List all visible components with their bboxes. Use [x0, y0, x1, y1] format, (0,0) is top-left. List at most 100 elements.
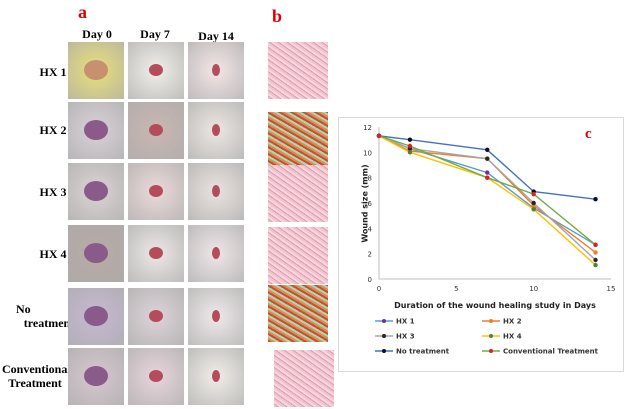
data-point	[485, 170, 490, 175]
wound-area	[149, 247, 163, 259]
x-tick-label: 5	[454, 285, 458, 293]
legend-swatch-marker	[382, 349, 386, 353]
wound-area	[212, 124, 220, 136]
wound-area	[149, 310, 163, 322]
y-tick-label: 4	[368, 225, 373, 233]
column-header-day0: Day 0	[82, 27, 112, 41]
wound-photo	[128, 348, 184, 405]
wound-photo	[128, 102, 184, 159]
wound-photo	[128, 225, 184, 282]
data-point	[593, 262, 598, 268]
wound-photo	[68, 163, 124, 220]
wound-area	[149, 370, 163, 382]
wound-photo	[188, 102, 244, 159]
panel-label-c: c	[585, 126, 592, 142]
wound-photo	[68, 225, 124, 282]
histology-image	[268, 227, 328, 284]
y-tick-label: 2	[368, 251, 372, 259]
data-point	[485, 175, 490, 180]
column-header-day7: Day 7	[140, 27, 170, 41]
row-label-line: HX 4	[39, 247, 67, 261]
legend-label: HX 1	[396, 318, 415, 326]
data-point	[593, 250, 598, 255]
row-label-line: Treatment	[8, 376, 62, 390]
y-tick-label: 10	[363, 149, 372, 157]
row-label: HX 1	[20, 65, 86, 79]
panel-label-b: b	[272, 6, 283, 26]
wound-photo	[188, 225, 244, 282]
row-label: Conventional Treatment	[2, 362, 71, 390]
series-line	[378, 135, 597, 261]
x-axis-label: Duration of the wound healing study in D…	[394, 301, 596, 310]
wound-area	[84, 366, 108, 386]
legend-swatch-marker	[489, 349, 493, 353]
legend-label: No treatment	[396, 348, 450, 356]
y-tick-label: 12	[363, 124, 372, 132]
row-label-line: Conventional	[2, 362, 71, 376]
wound-area	[212, 247, 220, 259]
wound-photo	[68, 42, 124, 99]
y-tick-label: 0	[368, 276, 372, 284]
wound-area	[212, 370, 220, 382]
data-point	[407, 137, 413, 142]
row-label-line: HX 3	[39, 185, 67, 199]
wound-photo	[188, 163, 244, 220]
data-point	[485, 156, 490, 161]
wound-area	[149, 64, 163, 76]
wound-photo	[68, 288, 124, 345]
data-point	[593, 197, 598, 202]
series-line	[378, 135, 597, 266]
data-point	[407, 143, 413, 149]
wound-photo	[68, 348, 124, 405]
data-point	[593, 257, 598, 263]
legend-label: HX 4	[503, 333, 522, 341]
wound-area	[84, 60, 108, 80]
wound-area	[84, 181, 108, 201]
data-point	[593, 242, 598, 247]
row-label-line: treatment	[23, 316, 75, 330]
row-label-line: No	[16, 302, 31, 316]
wound-area	[149, 124, 163, 136]
wound-area	[212, 310, 220, 322]
legend-label: HX 2	[503, 318, 522, 326]
legend-swatch-marker	[382, 319, 386, 323]
panel-label-a: a	[78, 2, 87, 22]
data-point	[376, 133, 382, 139]
data-point	[531, 200, 536, 206]
wound-area	[84, 306, 108, 326]
legend-label: HX 3	[396, 333, 415, 341]
row-label: HX 3	[20, 185, 86, 199]
wound-area	[84, 120, 108, 140]
histology-image	[268, 112, 328, 169]
chart-panel	[338, 117, 624, 372]
x-tick-label: 0	[377, 285, 381, 293]
wound-area	[149, 185, 163, 197]
legend-label: Conventional Treatment	[503, 348, 599, 356]
y-tick-label: 6	[368, 200, 373, 208]
y-tick-label: 8	[368, 175, 372, 183]
row-label-line: HX 1	[39, 65, 67, 79]
histology-image	[274, 350, 334, 407]
row-label: HX 4	[20, 247, 86, 261]
wound-area	[212, 64, 220, 76]
legend-swatch-marker	[489, 334, 493, 338]
histology-image	[268, 165, 328, 222]
wound-photo	[128, 163, 184, 220]
column-header-day14: Day 14	[198, 29, 234, 43]
wound-photo	[128, 288, 184, 345]
wound-photo	[128, 42, 184, 99]
y-axis-label: Wound size (mm)	[360, 164, 370, 243]
wound-photo	[188, 288, 244, 345]
data-point	[531, 191, 536, 197]
row-label: No treatment	[16, 302, 82, 330]
legend-swatch-marker	[489, 319, 493, 323]
x-tick-label: 10	[529, 285, 538, 293]
histology-image	[268, 42, 328, 99]
data-point	[531, 207, 536, 212]
histology-image	[268, 285, 328, 342]
wound-area	[212, 185, 220, 197]
x-tick-label: 15	[607, 285, 616, 293]
data-point	[407, 150, 413, 155]
wound-area	[84, 243, 108, 263]
